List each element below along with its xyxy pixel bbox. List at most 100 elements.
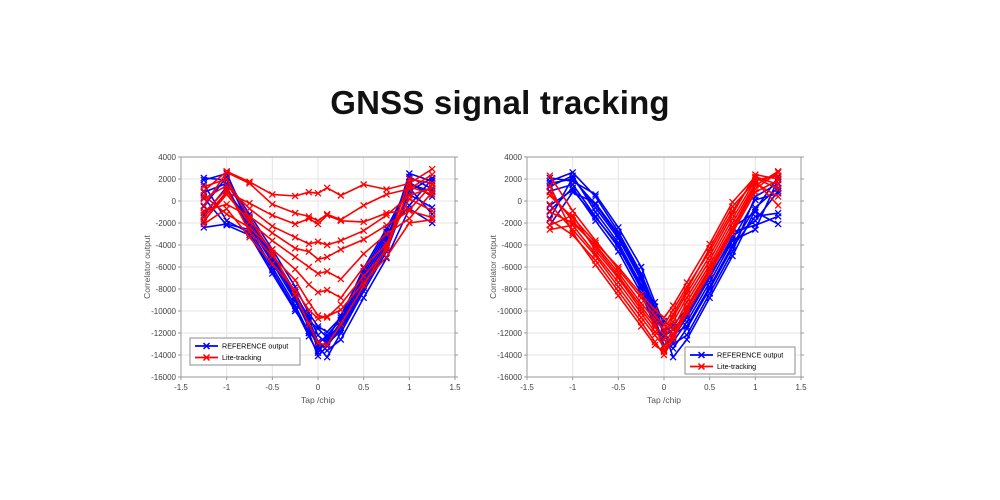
trace-lite xyxy=(546,173,782,322)
trace-lite xyxy=(200,200,436,263)
trace-markers xyxy=(546,179,782,350)
trace-markers xyxy=(546,173,782,322)
x-tick-label: 0 xyxy=(662,383,667,392)
traces xyxy=(200,165,436,361)
legend: REFERENCE output Lite-tracking xyxy=(189,337,301,366)
y-tick-label: -2000 xyxy=(502,219,523,228)
x-tick-label: 1 xyxy=(407,383,412,392)
trace-lite xyxy=(200,182,436,249)
trace-markers xyxy=(200,183,436,322)
y-tick-label: -2000 xyxy=(156,219,177,228)
trace-markers xyxy=(546,177,782,334)
legend-item-reference: REFERENCE output xyxy=(690,351,783,360)
trace-lite xyxy=(546,171,782,338)
trace-lite xyxy=(200,175,436,349)
y-tick-label: -14000 xyxy=(151,351,176,360)
legend-marker-x xyxy=(697,362,706,371)
page-title: GNSS signal tracking xyxy=(330,84,670,121)
y-tick-label: -16000 xyxy=(151,373,176,382)
x-tick-label: 0 xyxy=(316,383,321,392)
x-tick-label: -0.5 xyxy=(265,383,279,392)
trace-lite xyxy=(546,168,782,356)
trace-reference xyxy=(200,170,436,361)
trace-markers xyxy=(546,176,782,359)
chart-left: 4000 2000 0 -2000 -4000 -6000 -8000 -10000 -1200… xyxy=(141,145,473,410)
y-axis-label: Correlator output xyxy=(142,234,152,298)
legend-item-lite: Lite-tracking xyxy=(195,353,261,362)
trace-lite xyxy=(546,176,782,359)
y-tick-label: -14000 xyxy=(497,351,522,360)
trace-markers xyxy=(546,168,782,361)
trace-reference xyxy=(200,174,436,336)
trace-markers xyxy=(200,175,436,348)
y-tick-label: 0 xyxy=(518,197,523,206)
trace-markers xyxy=(546,167,782,355)
y-tick-label: -12000 xyxy=(497,329,522,338)
y-tick-label: -8000 xyxy=(502,285,523,294)
trace-markers xyxy=(546,171,782,338)
legend-marker-x xyxy=(202,353,211,362)
y-tick-label: -10000 xyxy=(151,307,176,316)
trace-lite xyxy=(546,172,782,344)
trace-markers xyxy=(200,205,436,323)
y-tick-label: 4000 xyxy=(158,153,176,162)
axis-ticks: 4000 2000 0 -2000 -4000 -6000 -8000 -10000 -1200… xyxy=(497,153,807,392)
y-tick-label: -4000 xyxy=(156,241,177,250)
x-tick-label: -1 xyxy=(223,383,231,392)
legend-box xyxy=(684,346,796,375)
y-tick-label: -4000 xyxy=(502,241,523,250)
x-tick-label: 1.5 xyxy=(795,383,807,392)
trace-markers xyxy=(200,188,436,283)
legend-item-lite: Lite-tracking xyxy=(690,362,756,371)
y-tick-label: 2000 xyxy=(504,175,522,184)
y-tick-label: -6000 xyxy=(502,263,523,272)
traces xyxy=(546,167,782,361)
y-tick-label: -6000 xyxy=(156,263,177,272)
x-tick-label: 1.5 xyxy=(449,383,461,392)
y-tick-label: -10000 xyxy=(497,307,522,316)
trace-markers xyxy=(200,182,436,249)
trace-lite xyxy=(200,205,436,323)
legend-label: Lite-tracking xyxy=(717,362,756,371)
trace-lite xyxy=(200,192,436,302)
legend-box xyxy=(189,337,301,366)
trace-markers xyxy=(546,168,782,356)
legend-marker-x xyxy=(202,342,211,350)
y-tick-label: 2000 xyxy=(158,175,176,184)
trace-markers xyxy=(546,172,782,344)
axis-ticks: 4000 2000 0 -2000 -4000 -6000 -8000 -10000 -1200… xyxy=(151,153,461,392)
y-axis-label: Correlator output xyxy=(488,234,498,298)
legend-marker-x xyxy=(697,351,706,359)
y-tick-label: 0 xyxy=(172,197,177,206)
trace-lite xyxy=(200,183,436,322)
x-tick-label: -0.5 xyxy=(611,383,625,392)
trace-lite xyxy=(546,177,782,334)
y-tick-label: -8000 xyxy=(156,285,177,294)
trace-lite xyxy=(200,188,436,283)
trace-markers xyxy=(200,165,436,200)
trace-lite xyxy=(546,172,782,329)
y-tick-label: -16000 xyxy=(497,373,522,382)
legend: REFERENCE output Lite-tracking xyxy=(684,346,796,375)
trace-markers xyxy=(200,181,436,228)
chart-right: 4000 2000 0 -2000 -4000 -6000 -8000 -10000 -1200… xyxy=(487,145,819,410)
trace-lite xyxy=(546,179,782,350)
legend-item-reference: REFERENCE output xyxy=(195,342,288,351)
x-axis-label: Tap /chip xyxy=(301,395,335,405)
x-tick-label: -1.5 xyxy=(174,383,188,392)
x-tick-label: 1 xyxy=(753,383,758,392)
x-axis-label: Tap /chip xyxy=(647,395,681,405)
correlator-chart-left: 4000 2000 0 -2000 -4000 -6000 -8000 -10000 -1200… xyxy=(142,153,461,405)
x-tick-label: 0.5 xyxy=(358,383,370,392)
legend-label: Lite-tracking xyxy=(222,353,261,362)
correlator-chart-right: 4000 2000 0 -2000 -4000 -6000 -8000 -10000 -1200… xyxy=(488,153,807,405)
x-tick-label: 0.5 xyxy=(704,383,716,392)
trace-markers xyxy=(200,200,436,263)
trace-lite xyxy=(200,181,436,228)
y-tick-label: 4000 xyxy=(504,153,522,162)
x-tick-label: -1 xyxy=(569,383,577,392)
legend-label: REFERENCE output xyxy=(222,342,288,351)
legend-label: REFERENCE output xyxy=(717,351,783,360)
x-tick-label: -1.5 xyxy=(520,383,534,392)
y-tick-label: -12000 xyxy=(151,329,176,338)
